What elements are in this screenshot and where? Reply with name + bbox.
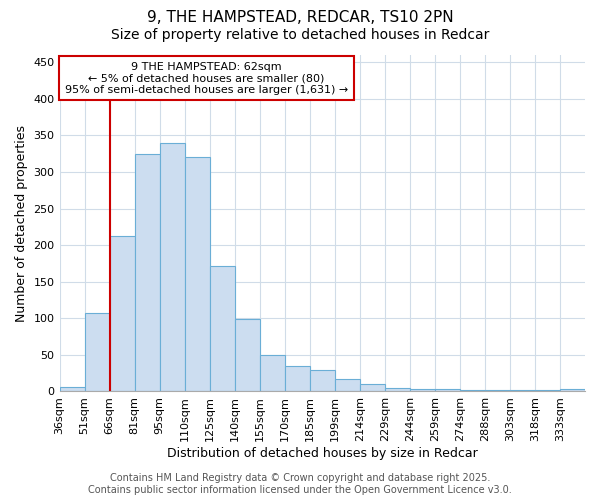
Bar [310, 370, 335, 392]
Bar [285, 366, 310, 392]
Y-axis label: Number of detached properties: Number of detached properties [15, 124, 28, 322]
Text: 9 THE HAMPSTEAD: 62sqm
← 5% of detached houses are smaller (80)
95% of semi-deta: 9 THE HAMPSTEAD: 62sqm ← 5% of detached … [65, 62, 348, 95]
Bar [59, 387, 85, 392]
Bar [435, 390, 460, 392]
Text: Size of property relative to detached houses in Redcar: Size of property relative to detached ho… [111, 28, 489, 42]
Bar [335, 379, 360, 392]
Bar [535, 390, 560, 392]
Bar [260, 355, 285, 392]
Bar [460, 390, 485, 392]
Bar [385, 388, 410, 392]
Bar [110, 236, 134, 392]
Bar [360, 384, 385, 392]
Bar [235, 319, 260, 392]
Bar [85, 313, 110, 392]
Bar [410, 388, 435, 392]
Bar [185, 158, 209, 392]
Bar [160, 143, 185, 392]
Bar [560, 390, 585, 392]
Bar [209, 266, 235, 392]
Bar [485, 390, 510, 392]
Text: 9, THE HAMPSTEAD, REDCAR, TS10 2PN: 9, THE HAMPSTEAD, REDCAR, TS10 2PN [146, 10, 454, 25]
Bar [510, 390, 535, 392]
Text: Contains HM Land Registry data © Crown copyright and database right 2025.
Contai: Contains HM Land Registry data © Crown c… [88, 474, 512, 495]
X-axis label: Distribution of detached houses by size in Redcar: Distribution of detached houses by size … [167, 447, 478, 460]
Bar [134, 154, 160, 392]
